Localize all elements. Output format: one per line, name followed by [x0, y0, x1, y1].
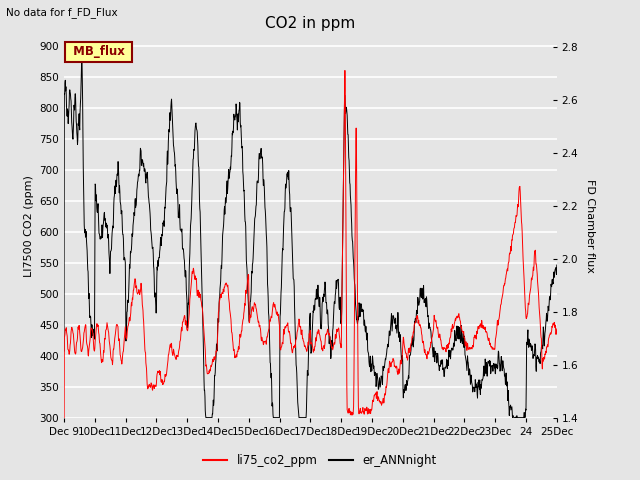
Y-axis label: LI7500 CO2 (ppm): LI7500 CO2 (ppm): [24, 175, 34, 276]
Text: MB_flux: MB_flux: [69, 45, 129, 58]
Y-axis label: FD Chamber flux: FD Chamber flux: [585, 179, 595, 273]
Title: CO2 in ppm: CO2 in ppm: [265, 16, 356, 31]
Legend: li75_co2_ppm, er_ANNnight: li75_co2_ppm, er_ANNnight: [199, 449, 441, 472]
Text: No data for f_FD_Flux: No data for f_FD_Flux: [6, 7, 118, 18]
